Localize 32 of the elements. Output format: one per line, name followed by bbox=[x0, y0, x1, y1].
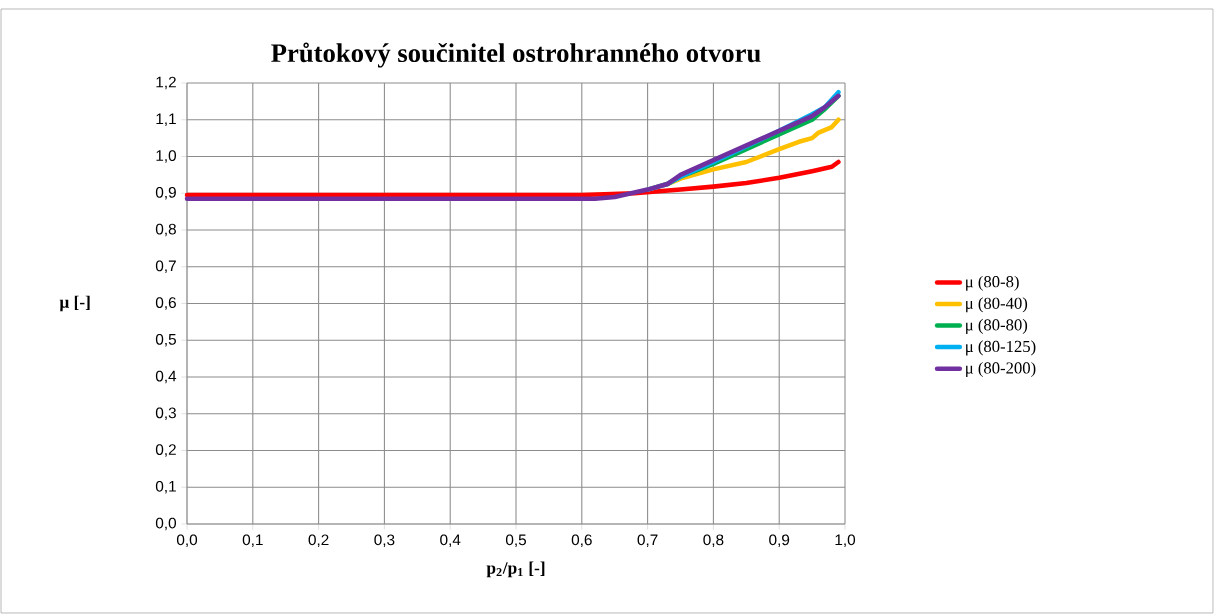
y-tick-label: 0,4 bbox=[155, 370, 177, 384]
y-tick-label: 0,3 bbox=[155, 407, 176, 421]
x-tick-label: 0,6 bbox=[571, 534, 592, 548]
x-tick-label: 0,9 bbox=[769, 534, 790, 548]
y-tick-label: 1,1 bbox=[156, 113, 176, 126]
legend-label: μ (80-80) bbox=[966, 318, 1028, 334]
y-tick-label: 0,5 bbox=[155, 333, 176, 347]
legend-label: μ (80-125) bbox=[966, 340, 1036, 356]
x-tick-label: 0,0 bbox=[176, 534, 198, 548]
chart-title: Průtokový součinitel ostrohranného otvoru bbox=[271, 42, 761, 68]
y-tick-label: 1,2 bbox=[156, 76, 176, 90]
y-tick-label: 0,9 bbox=[155, 186, 176, 200]
legend-label: μ (80-40) bbox=[966, 297, 1028, 313]
x-axis-title: p$_{2}$/p$_{1}$ [-] bbox=[486, 561, 545, 578]
legend-label: μ (80-8) bbox=[966, 275, 1019, 291]
x-tick-label: 0,2 bbox=[308, 534, 329, 548]
y-tick-label: 0,2 bbox=[155, 444, 176, 457]
x-tick-label: 0,7 bbox=[637, 534, 658, 548]
x-tick-label: 0,1 bbox=[242, 534, 263, 548]
x-tick-label: 0,5 bbox=[505, 534, 527, 548]
y-axis-title: μ [-] bbox=[59, 295, 90, 312]
y-tick-label: 1,0 bbox=[156, 150, 177, 163]
x-tick-label: 1,0 bbox=[835, 534, 856, 548]
legend-label: μ (80-200) bbox=[966, 361, 1036, 377]
x-tick-label: 0,4 bbox=[440, 534, 461, 548]
y-tick-label: 0,6 bbox=[155, 297, 176, 310]
y-tick-label: 0,1 bbox=[155, 480, 176, 494]
x-tick-label: 0,8 bbox=[703, 534, 724, 548]
y-tick-label: 0,7 bbox=[155, 260, 176, 274]
x-tick-label: 0,3 bbox=[374, 534, 395, 548]
y-tick-label: 0,0 bbox=[155, 517, 177, 531]
y-tick-label: 0,8 bbox=[155, 223, 176, 237]
